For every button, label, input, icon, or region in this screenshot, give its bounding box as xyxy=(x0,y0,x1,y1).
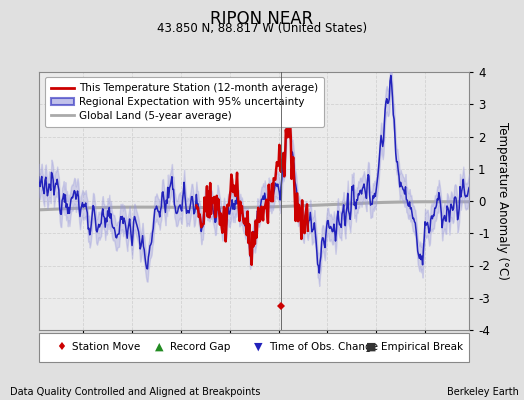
Y-axis label: Temperature Anomaly (°C): Temperature Anomaly (°C) xyxy=(496,122,509,280)
Text: Record Gap: Record Gap xyxy=(170,342,231,352)
Text: Time of Obs. Change: Time of Obs. Change xyxy=(269,342,378,352)
Text: ▲: ▲ xyxy=(155,342,164,352)
Text: Empirical Break: Empirical Break xyxy=(381,342,463,352)
Text: RIPON NEAR: RIPON NEAR xyxy=(210,10,314,28)
Text: ♦: ♦ xyxy=(57,342,67,352)
Text: 43.850 N, 88.817 W (United States): 43.850 N, 88.817 W (United States) xyxy=(157,22,367,35)
FancyBboxPatch shape xyxy=(39,333,469,362)
Legend: This Temperature Station (12-month average), Regional Expectation with 95% uncer: This Temperature Station (12-month avera… xyxy=(45,77,324,127)
Text: Data Quality Controlled and Aligned at Breakpoints: Data Quality Controlled and Aligned at B… xyxy=(10,387,261,397)
Text: Berkeley Earth: Berkeley Earth xyxy=(447,387,519,397)
Text: Station Move: Station Move xyxy=(71,342,140,352)
Text: ■: ■ xyxy=(366,342,376,352)
Text: ▼: ▼ xyxy=(254,342,263,352)
